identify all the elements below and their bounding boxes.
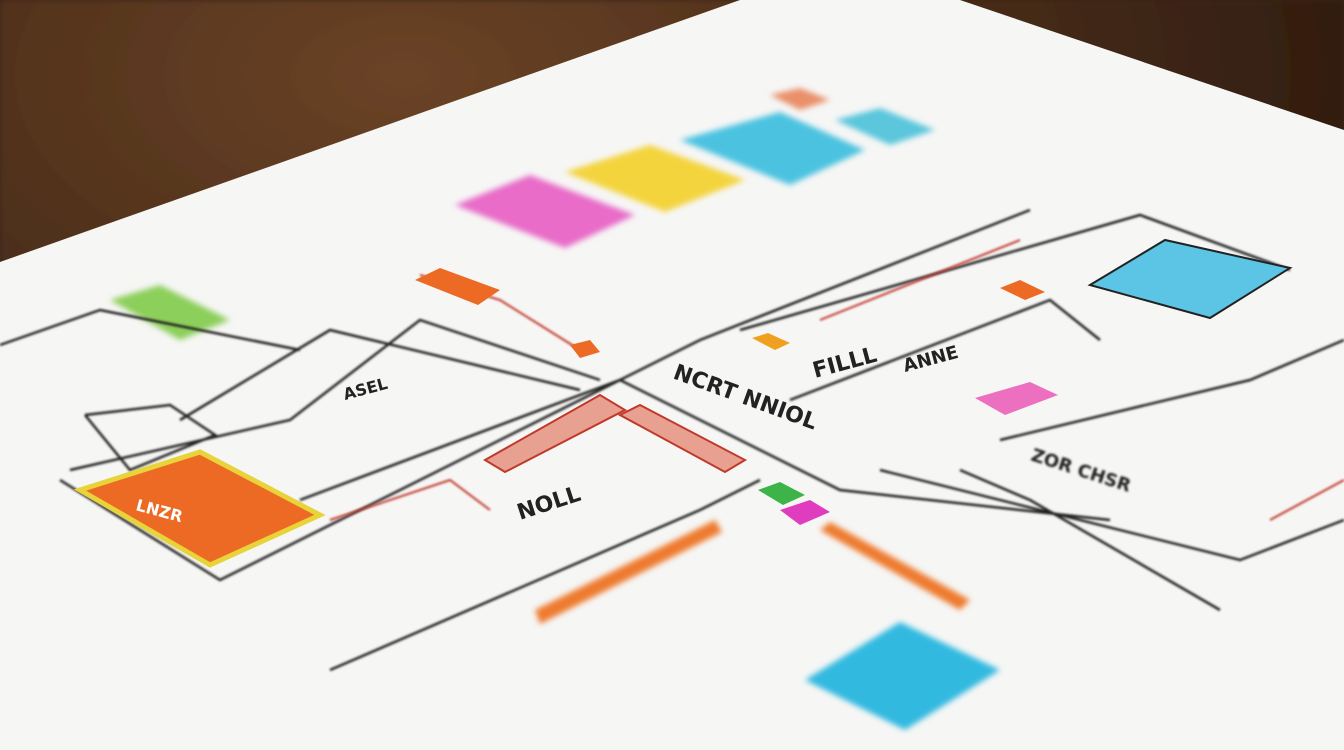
orange-marker-small xyxy=(570,340,600,358)
yellow-box xyxy=(565,145,745,212)
pink-box xyxy=(975,382,1058,415)
hatched-red-bar-2 xyxy=(617,403,748,474)
yellow-marker xyxy=(752,333,790,350)
orange-marker-2 xyxy=(1000,280,1045,300)
magenta-marker xyxy=(780,500,830,525)
orange-bar-right xyxy=(820,522,970,610)
hatched-red-bar xyxy=(483,393,628,474)
cyan-box-right xyxy=(1087,238,1293,320)
magenta-box xyxy=(455,175,635,248)
orange-marker xyxy=(415,268,500,305)
teal-box-bottom xyxy=(805,622,1000,730)
green-marker xyxy=(758,482,805,505)
cyan-box xyxy=(680,112,865,185)
green-box xyxy=(110,285,230,340)
orange-bar-bottom xyxy=(535,520,722,624)
cyan-box-small xyxy=(835,108,935,145)
orange-box xyxy=(73,449,326,568)
orange-box-top xyxy=(770,88,830,110)
far-diagram xyxy=(110,88,1000,730)
diagram-lines xyxy=(0,208,1344,672)
